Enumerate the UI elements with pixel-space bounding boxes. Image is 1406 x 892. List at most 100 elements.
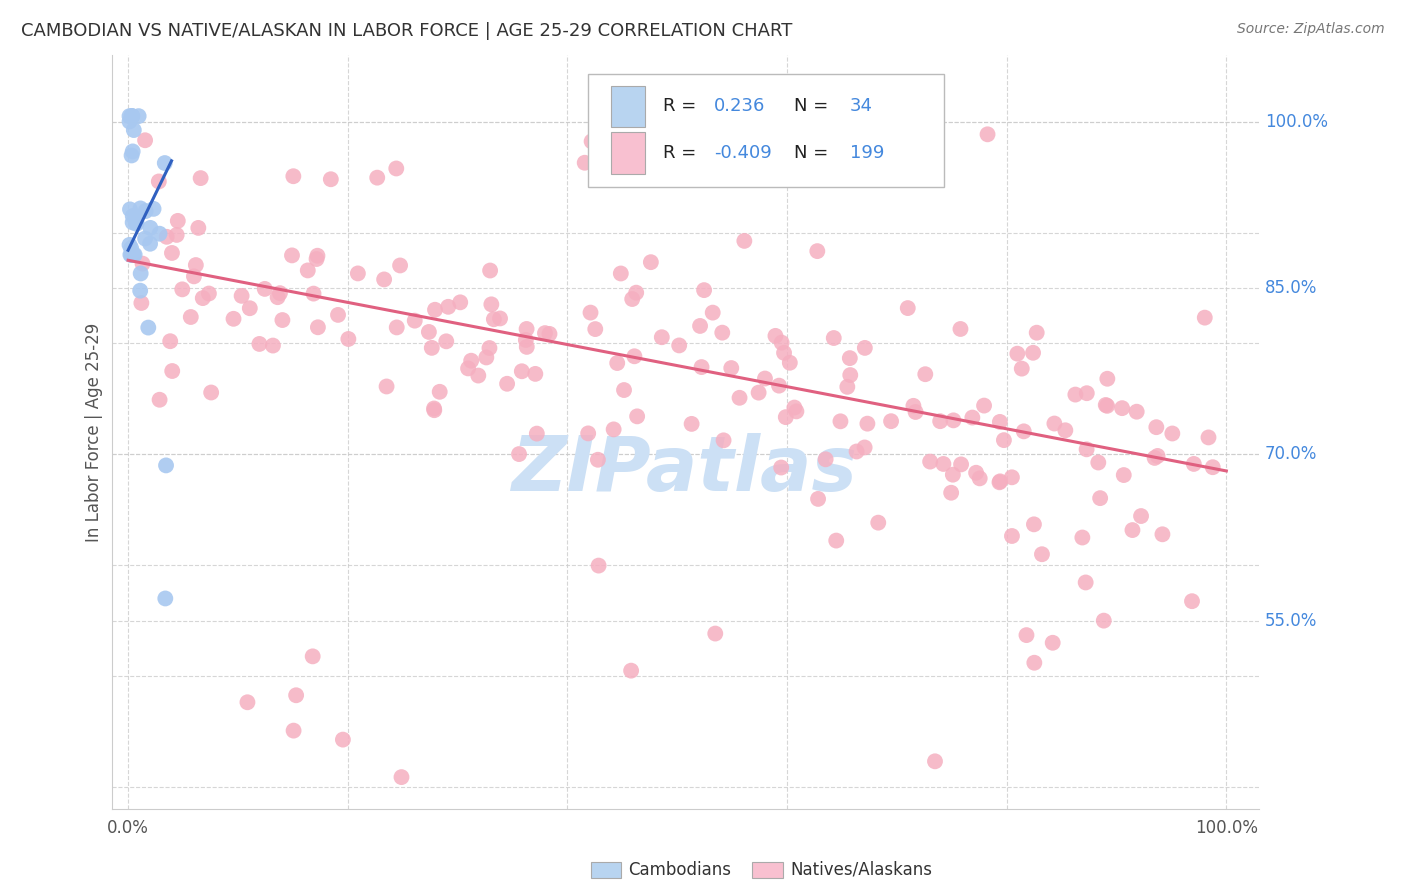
Point	[806, 244, 828, 259]
Text: N =: N =	[794, 145, 835, 162]
Point	[135, 204, 157, 219]
Point	[988, 475, 1011, 490]
Point	[785, 404, 807, 418]
Point	[1095, 399, 1118, 413]
Point	[121, 209, 143, 223]
Point	[621, 292, 644, 306]
Text: R =: R =	[662, 145, 702, 162]
Point	[779, 356, 801, 370]
Point	[118, 238, 141, 252]
Point	[903, 399, 925, 413]
Point	[1146, 449, 1168, 463]
Point	[129, 202, 152, 216]
Point	[467, 368, 489, 383]
Point	[690, 360, 713, 375]
Point	[253, 282, 276, 296]
Point	[262, 338, 284, 352]
Point	[775, 410, 797, 425]
Point	[988, 415, 1011, 429]
Point	[129, 284, 152, 298]
Point	[768, 378, 790, 392]
Point	[839, 368, 862, 382]
Point	[1012, 425, 1035, 439]
Point	[301, 649, 323, 664]
Point	[508, 447, 530, 461]
Point	[610, 267, 633, 281]
Point	[856, 417, 879, 431]
Point	[183, 269, 205, 284]
Point	[823, 331, 845, 345]
Point	[524, 367, 547, 381]
Point	[748, 385, 770, 400]
Point	[853, 441, 876, 455]
Point	[1074, 575, 1097, 590]
Point	[404, 313, 426, 327]
Point	[172, 282, 194, 296]
Point	[1143, 450, 1166, 465]
Point	[155, 591, 177, 606]
Point	[496, 376, 519, 391]
Point	[423, 403, 446, 417]
Point	[1076, 386, 1098, 401]
Point	[420, 341, 443, 355]
Point	[249, 337, 271, 351]
Point	[950, 458, 973, 472]
Point	[640, 255, 662, 269]
Point	[437, 300, 460, 314]
Point	[190, 171, 212, 186]
Point	[526, 426, 548, 441]
Point	[728, 391, 751, 405]
Point	[689, 318, 711, 333]
Point	[125, 216, 148, 230]
Point	[624, 285, 647, 300]
Point	[423, 401, 446, 416]
Point	[180, 310, 202, 324]
Point	[1088, 491, 1111, 505]
Point	[366, 170, 388, 185]
Point	[131, 296, 153, 310]
Point	[166, 214, 188, 228]
Point	[489, 311, 512, 326]
Text: -0.409: -0.409	[714, 145, 772, 162]
Point	[623, 349, 645, 363]
Point	[1043, 417, 1066, 431]
Point	[576, 426, 599, 441]
Point	[1194, 310, 1216, 325]
Point	[184, 258, 207, 272]
Point	[266, 290, 288, 304]
Point	[904, 405, 927, 419]
Point	[754, 371, 776, 385]
Point	[704, 626, 727, 640]
Point	[148, 174, 170, 188]
Point	[449, 295, 471, 310]
Point	[720, 361, 742, 376]
Point	[391, 770, 413, 784]
Point	[1202, 460, 1225, 475]
Point	[924, 754, 946, 768]
Point	[475, 351, 498, 365]
Point	[239, 301, 262, 316]
Point	[965, 466, 987, 480]
Point	[534, 326, 557, 340]
Point	[155, 458, 177, 473]
Point	[332, 732, 354, 747]
Point	[148, 227, 170, 241]
Point	[131, 257, 153, 271]
Point	[574, 155, 596, 169]
Point	[118, 114, 141, 128]
Point	[1054, 423, 1077, 437]
Point	[807, 491, 830, 506]
Point	[160, 364, 183, 378]
Point	[198, 286, 221, 301]
Point	[129, 267, 152, 281]
Point	[121, 248, 143, 262]
Point	[845, 444, 868, 458]
Point	[949, 322, 972, 336]
Point	[1071, 531, 1094, 545]
Point	[773, 346, 796, 360]
Point	[1130, 509, 1153, 524]
Point	[770, 460, 793, 475]
Point	[1161, 426, 1184, 441]
Point	[1094, 398, 1116, 412]
Point	[1001, 470, 1024, 484]
